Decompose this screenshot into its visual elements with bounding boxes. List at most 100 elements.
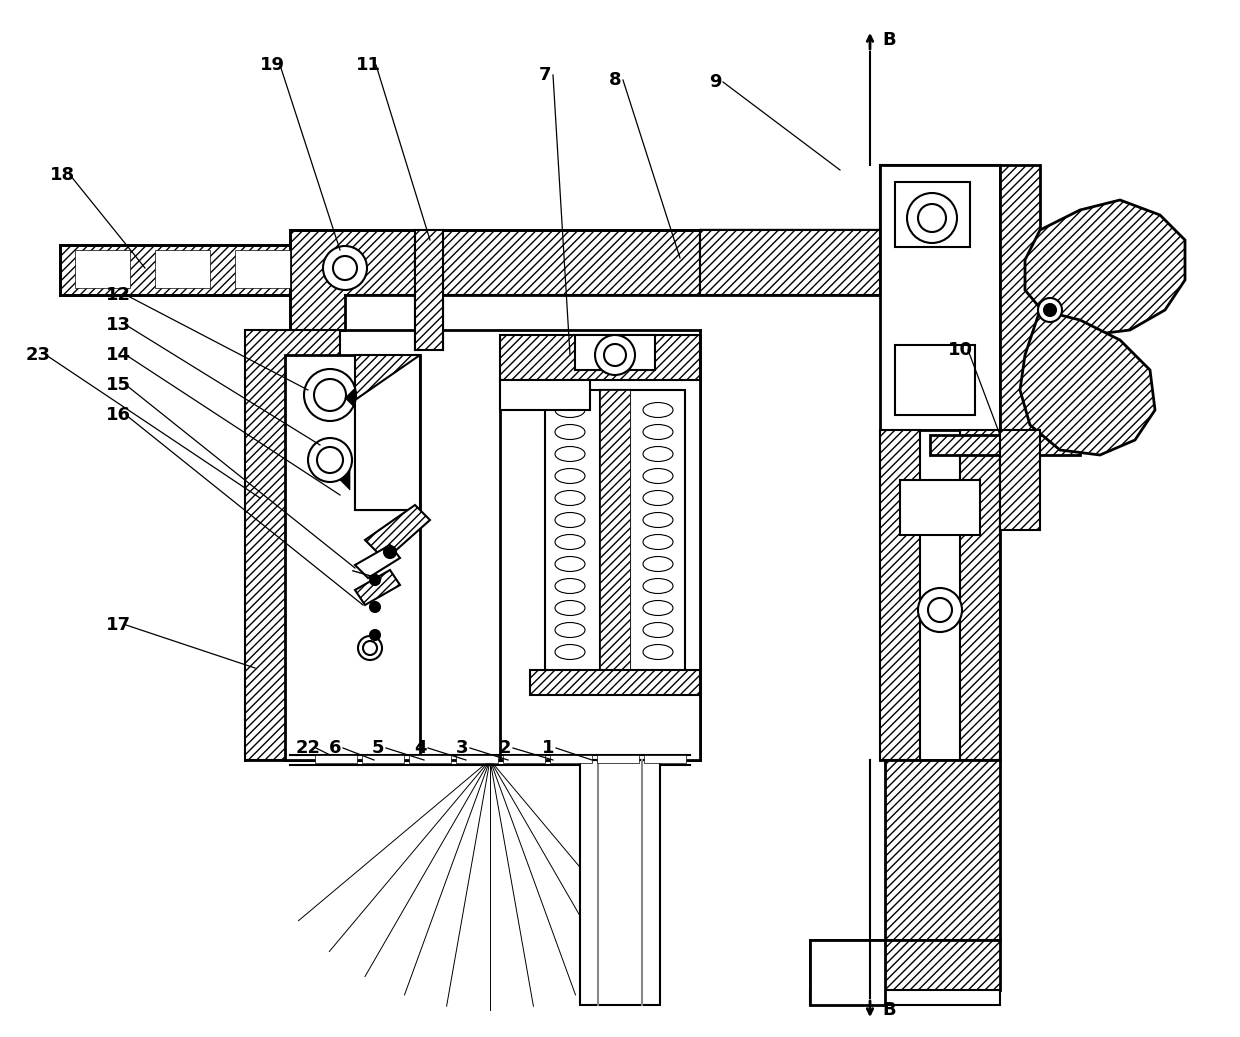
Ellipse shape (644, 557, 673, 571)
Text: 8: 8 (609, 71, 621, 89)
Ellipse shape (556, 491, 585, 505)
Bar (409, 755, 451, 763)
Ellipse shape (556, 402, 585, 418)
Polygon shape (290, 230, 880, 330)
Polygon shape (500, 335, 701, 760)
Bar (900, 480, 980, 535)
Ellipse shape (644, 424, 673, 440)
Circle shape (370, 630, 379, 640)
Text: 16: 16 (105, 407, 130, 424)
Circle shape (314, 379, 346, 411)
Polygon shape (355, 355, 420, 510)
Ellipse shape (644, 622, 673, 638)
Ellipse shape (556, 579, 585, 593)
Bar (600, 390, 630, 680)
Text: B: B (882, 31, 895, 49)
Text: 6: 6 (329, 739, 341, 757)
Ellipse shape (644, 491, 673, 505)
Polygon shape (701, 165, 999, 230)
Text: 10: 10 (947, 341, 972, 359)
Ellipse shape (556, 534, 585, 550)
Bar (456, 755, 498, 763)
Circle shape (370, 602, 379, 612)
Circle shape (595, 335, 635, 375)
Ellipse shape (644, 579, 673, 593)
Polygon shape (529, 670, 701, 695)
Polygon shape (701, 230, 880, 295)
Text: 3: 3 (456, 739, 469, 757)
Text: 7: 7 (538, 66, 552, 84)
Ellipse shape (644, 447, 673, 461)
Ellipse shape (644, 600, 673, 616)
Circle shape (384, 546, 396, 558)
Polygon shape (355, 545, 401, 578)
Text: 1: 1 (542, 739, 554, 757)
Bar (500, 380, 590, 410)
Polygon shape (999, 165, 1040, 430)
Bar (415, 230, 443, 351)
Text: 12: 12 (105, 286, 130, 304)
Ellipse shape (556, 600, 585, 616)
Ellipse shape (556, 512, 585, 528)
Ellipse shape (556, 447, 585, 461)
Circle shape (1038, 298, 1061, 323)
Polygon shape (546, 390, 684, 680)
Polygon shape (340, 470, 350, 491)
Text: 4: 4 (414, 739, 427, 757)
Polygon shape (365, 505, 430, 560)
Circle shape (906, 193, 957, 243)
Text: 5: 5 (372, 739, 384, 757)
Bar (362, 755, 404, 763)
Text: 23: 23 (26, 346, 51, 364)
Polygon shape (810, 990, 999, 1005)
Ellipse shape (556, 469, 585, 483)
Text: B: B (882, 1001, 895, 1019)
Circle shape (358, 636, 382, 660)
Ellipse shape (644, 645, 673, 660)
Polygon shape (500, 335, 701, 380)
Polygon shape (810, 940, 999, 990)
Text: 13: 13 (105, 316, 130, 334)
Bar (551, 755, 591, 763)
Polygon shape (960, 430, 999, 760)
Bar (503, 755, 546, 763)
Circle shape (370, 574, 379, 585)
Circle shape (308, 438, 352, 482)
Polygon shape (246, 330, 340, 760)
Polygon shape (999, 430, 1040, 530)
Text: 14: 14 (105, 346, 130, 364)
Text: 22: 22 (295, 739, 320, 757)
Ellipse shape (644, 402, 673, 418)
Polygon shape (285, 355, 420, 760)
Polygon shape (345, 388, 355, 408)
Text: 15: 15 (105, 376, 130, 394)
Bar (644, 755, 686, 763)
Bar (155, 250, 210, 288)
Ellipse shape (556, 424, 585, 440)
Text: 18: 18 (50, 166, 74, 184)
Bar (895, 345, 975, 415)
Text: 9: 9 (709, 73, 722, 91)
Bar (596, 755, 639, 763)
Text: 17: 17 (105, 616, 130, 634)
Bar (575, 335, 655, 370)
Polygon shape (1025, 200, 1185, 335)
Circle shape (928, 598, 952, 622)
Circle shape (363, 641, 377, 655)
Circle shape (322, 246, 367, 290)
Bar (236, 250, 290, 288)
Polygon shape (810, 940, 885, 1005)
Polygon shape (930, 435, 1080, 455)
Polygon shape (355, 570, 401, 605)
Bar (315, 755, 357, 763)
Polygon shape (880, 165, 999, 430)
Polygon shape (885, 760, 999, 940)
Circle shape (918, 204, 946, 232)
Circle shape (604, 344, 626, 366)
Ellipse shape (644, 469, 673, 483)
Circle shape (1044, 304, 1056, 316)
Ellipse shape (556, 557, 585, 571)
Text: 2: 2 (498, 739, 511, 757)
Bar (74, 250, 130, 288)
Polygon shape (580, 760, 660, 1005)
